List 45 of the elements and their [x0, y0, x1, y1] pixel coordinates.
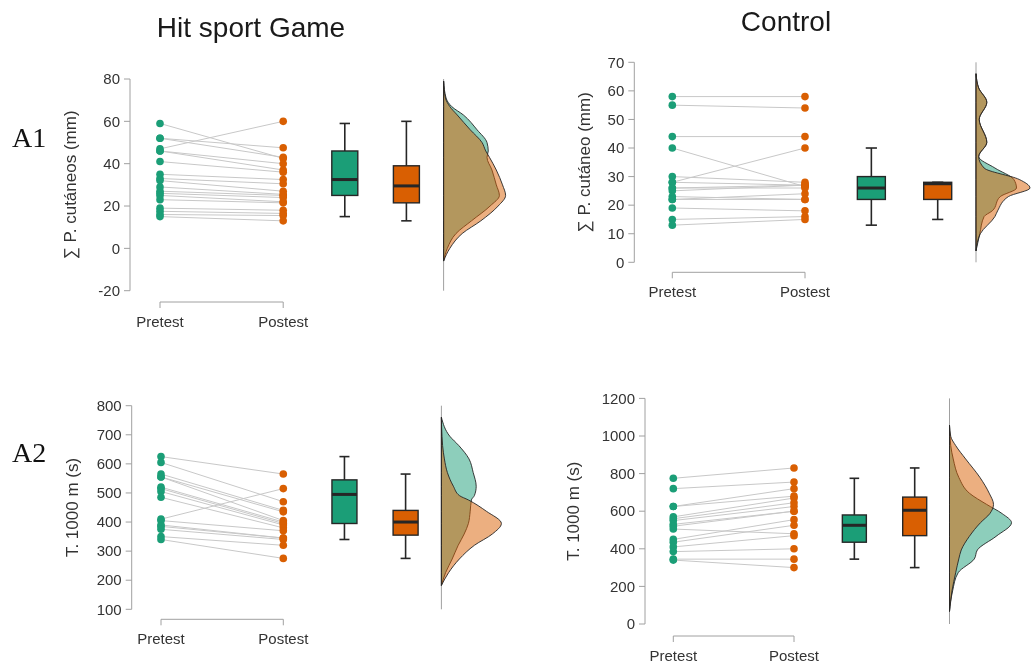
x-tick-label: Pretest: [648, 283, 697, 301]
y-axis-title: T. 1000 m (s): [62, 457, 82, 558]
x-tick-label: Postest: [258, 630, 310, 648]
y-tick-label: 500: [96, 484, 122, 502]
y-tick-label: 50: [607, 110, 625, 128]
y-tick-label: 1200: [601, 389, 635, 407]
y-tick-label: 0: [615, 253, 625, 271]
y-tick-label: 60: [607, 82, 625, 100]
y-axis-title: ∑ P. cutáneo (mm): [574, 92, 594, 233]
y-tick-label: 0: [111, 239, 120, 257]
y-tick-label: 200: [609, 577, 635, 595]
x-tick-label: Pretest: [136, 313, 185, 330]
x-tick-label: Pretest: [137, 630, 186, 648]
y-tick-label: 0: [626, 615, 635, 633]
y-axis-title: T. 1000 m (s): [563, 461, 583, 561]
y-tick-label: 800: [96, 396, 122, 414]
y-tick-label: -20: [98, 281, 120, 299]
text: A2: [12, 437, 47, 468]
chart-title: Hit sport Game: [156, 12, 346, 43]
y-tick-label: 600: [609, 502, 635, 520]
y-tick-label: 60: [103, 112, 120, 130]
x-tick-label: Postest: [779, 283, 831, 301]
y-tick-label: 20: [607, 196, 625, 214]
y-tick-label: 200: [96, 571, 122, 589]
y-tick-label: 30: [607, 167, 625, 185]
y-tick-label: 80: [103, 70, 120, 88]
y-tick-label: 70: [607, 53, 625, 71]
y-tick-label: 40: [103, 154, 120, 172]
y-tick-label: 800: [609, 464, 635, 482]
x-tick-label: Postest: [258, 313, 310, 330]
y-tick-label: 400: [96, 513, 122, 531]
x-tick-label: Postest: [768, 647, 820, 664]
x-tick-label: Pretest: [649, 647, 698, 664]
y-tick-label: 700: [96, 426, 122, 444]
y-tick-label: 40: [607, 139, 625, 157]
y-tick-label: 1000: [601, 427, 635, 445]
y-axis-title: ∑ P. cutáneos (mm): [60, 110, 80, 260]
y-tick-label: 600: [96, 455, 122, 473]
y-tick-label: 10: [607, 224, 625, 242]
text: A1: [12, 122, 47, 153]
y-tick-label: 20: [103, 197, 120, 215]
y-tick-label: 400: [609, 540, 635, 558]
y-tick-label: 300: [96, 542, 122, 560]
chart-title: Control: [740, 6, 832, 37]
y-tick-label: 100: [96, 600, 122, 618]
